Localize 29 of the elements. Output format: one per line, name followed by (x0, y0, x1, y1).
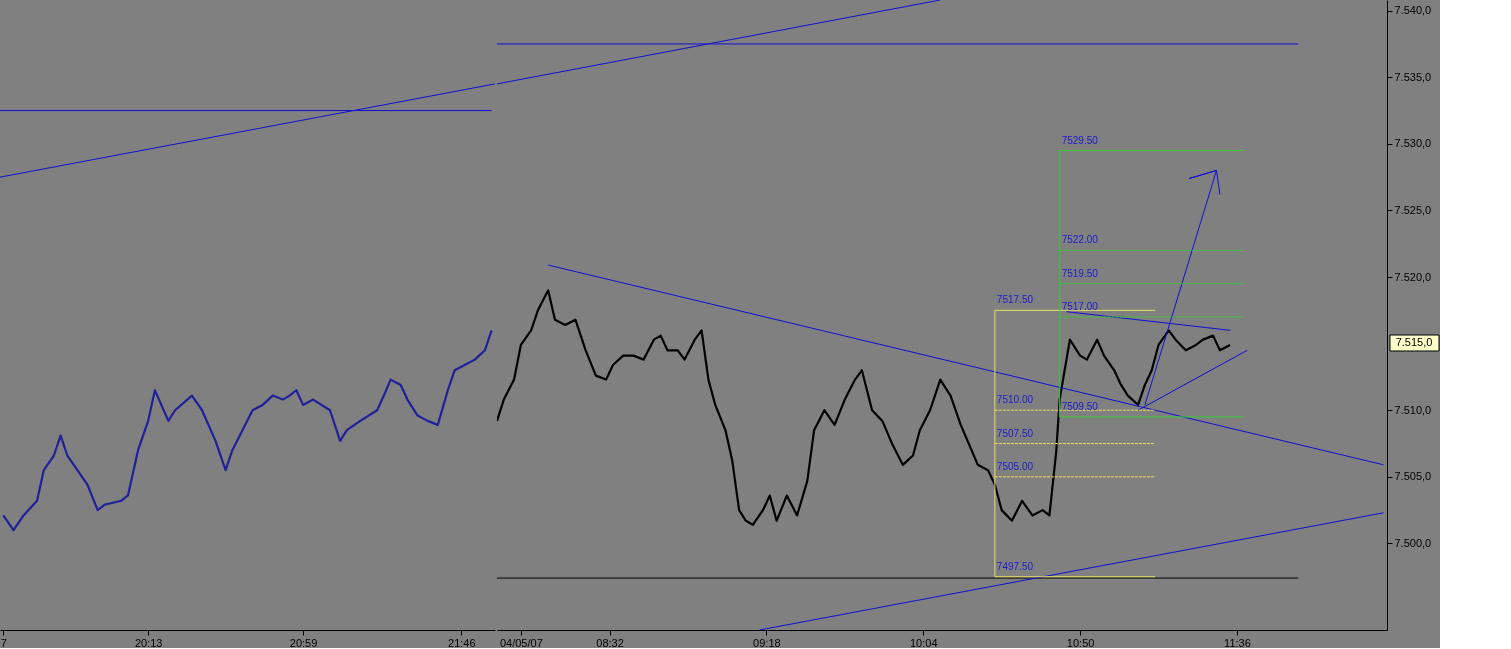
x-tick-label: 21:46 (448, 636, 476, 649)
y-tick-label: 7.510,0 (1394, 403, 1432, 416)
y-tick-label: 7.525,0 (1394, 203, 1432, 216)
annotation: 7517.00 (1061, 301, 1099, 312)
annotation: 7509.50 (1061, 400, 1099, 412)
annotation: 7529.50 (1061, 134, 1099, 146)
annotation: 7497.50 (996, 560, 1034, 572)
y-tick-label: 7.505,0 (1394, 470, 1432, 483)
x-tick-label: 7 (0, 636, 7, 649)
x-tick-label: 10:04 (909, 636, 938, 649)
y-tick-label: 7.530,0 (1394, 137, 1432, 150)
annotation: 7507.50 (996, 427, 1034, 439)
x-tick-label: 04/05/07 (499, 636, 543, 649)
annotation: 7517.50 (996, 294, 1034, 306)
y-tick-label: 7.500,0 (1394, 536, 1432, 549)
x-tick-label: 11:36 (1224, 636, 1251, 649)
annotation: 7519.50 (1061, 267, 1099, 279)
annotation: 7510.00 (996, 394, 1034, 406)
x-tick-label: 20:59 (289, 636, 318, 649)
x-tick-label: 10:50 (1066, 636, 1095, 649)
x-tick-label: 08:32 (596, 636, 624, 649)
annotation: 7522.00 (1061, 234, 1099, 246)
y-tick-label: 7.540,0 (1394, 4, 1432, 17)
y-tick-label: 7.520,0 (1394, 270, 1432, 283)
annotation: 7505.00 (996, 460, 1034, 472)
y-tick-label: 7.535,0 (1394, 70, 1432, 83)
x-tick-label: 20:13 (134, 636, 163, 649)
x-tick-label: 09:18 (753, 636, 781, 649)
text: 7.515,0 (1395, 336, 1433, 348)
